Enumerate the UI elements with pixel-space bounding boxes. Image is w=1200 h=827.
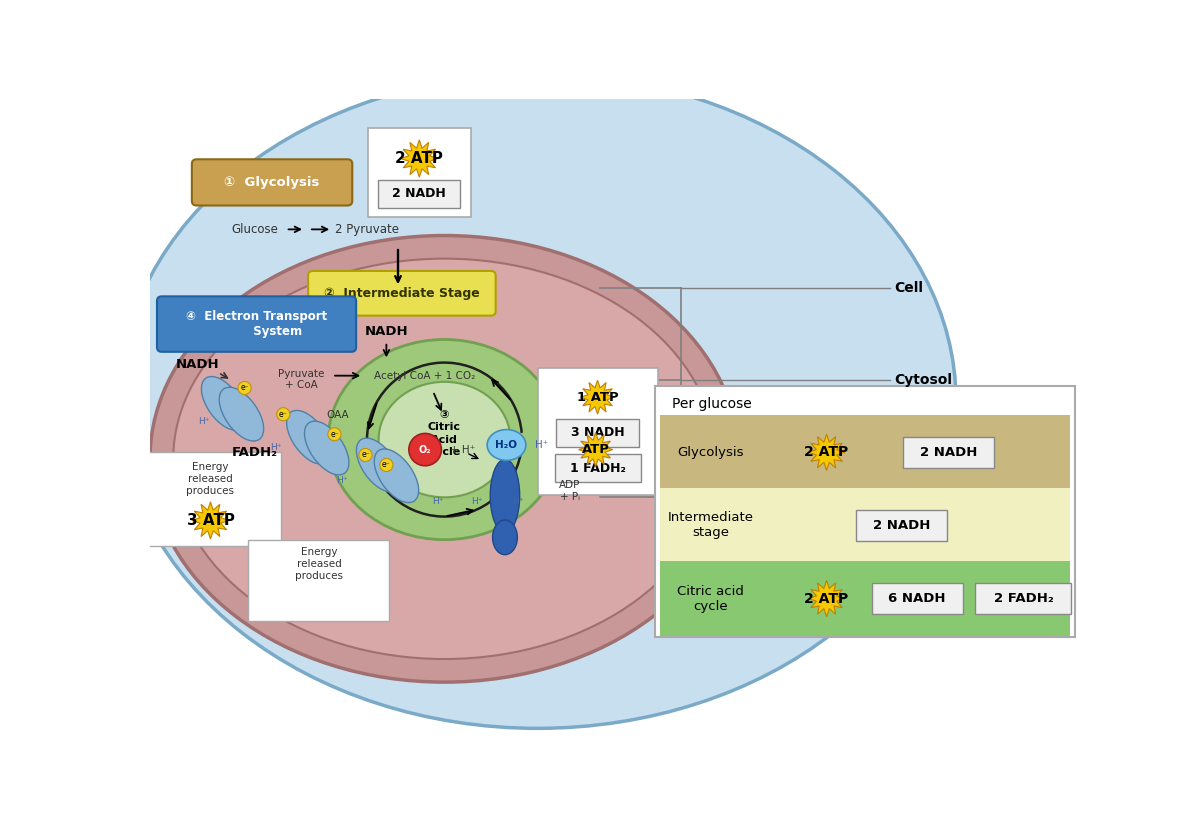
Ellipse shape [305,421,349,475]
Polygon shape [401,140,438,177]
Text: 1 FADH₂: 1 FADH₂ [570,461,625,475]
Ellipse shape [277,408,290,421]
Text: Per glucose: Per glucose [672,397,751,411]
Text: H⁺: H⁺ [270,442,281,452]
Text: 2 FADH₂: 2 FADH₂ [994,592,1054,605]
Ellipse shape [379,458,392,471]
FancyBboxPatch shape [902,437,994,468]
Ellipse shape [119,74,956,729]
Text: + H⁺: + H⁺ [450,445,475,455]
Text: H⁺: H⁺ [432,497,444,505]
Text: OAA: OAA [326,410,349,420]
Text: 2 Pyruvate: 2 Pyruvate [335,222,398,236]
Ellipse shape [359,448,372,461]
Text: e⁻: e⁻ [240,384,248,393]
FancyBboxPatch shape [367,127,470,217]
Ellipse shape [238,381,251,394]
Text: e⁻: e⁻ [278,409,288,418]
FancyBboxPatch shape [554,454,641,482]
FancyBboxPatch shape [308,271,496,316]
Text: H⁺: H⁺ [336,476,348,485]
Text: Energy
released
produces: Energy released produces [186,461,234,496]
Text: NADH: NADH [365,324,408,337]
Text: 2 ATP: 2 ATP [804,591,848,605]
Ellipse shape [220,387,264,441]
Ellipse shape [356,438,401,492]
Text: H₂O: H₂O [496,440,517,450]
Text: ④  Electron Transport
          System: ④ Electron Transport System [186,310,328,338]
Text: H⁺: H⁺ [472,497,482,505]
FancyBboxPatch shape [660,562,1070,636]
FancyBboxPatch shape [654,386,1075,638]
FancyBboxPatch shape [660,415,1070,490]
Polygon shape [809,434,845,471]
Ellipse shape [492,520,517,555]
FancyBboxPatch shape [976,583,1072,614]
Text: ②  Intermediate Stage: ② Intermediate Stage [324,287,480,299]
Ellipse shape [202,376,246,430]
Ellipse shape [379,382,510,497]
Text: Pyruvate
+ CoA: Pyruvate + CoA [278,369,324,390]
Ellipse shape [491,459,520,533]
Polygon shape [578,433,613,466]
Text: 2 ATP: 2 ATP [804,445,848,459]
Text: 2 NADH: 2 NADH [874,519,930,532]
FancyBboxPatch shape [538,368,658,495]
Ellipse shape [487,429,526,461]
Text: Acetyl CoA + 1 CO₂: Acetyl CoA + 1 CO₂ [374,370,475,380]
Text: 3 ATP: 3 ATP [186,513,234,528]
Ellipse shape [374,449,419,503]
Text: 2 ATP: 2 ATP [395,151,443,166]
Text: Cell: Cell [894,281,923,295]
Ellipse shape [150,236,739,682]
Ellipse shape [287,410,331,464]
Text: Energy
released
produces: Energy released produces [295,547,343,581]
Text: 1 ATP: 1 ATP [577,390,618,404]
Text: Glucose: Glucose [232,222,278,236]
Polygon shape [192,502,229,539]
FancyBboxPatch shape [557,418,638,447]
Polygon shape [581,380,614,414]
Text: 2 CO₂: 2 CO₂ [540,413,569,423]
Text: 6 NADH: 6 NADH [888,592,946,605]
Text: 3 NADH: 3 NADH [571,426,624,439]
Text: 2x/original glucose: 2x/original glucose [894,491,1013,504]
Text: H⁺: H⁺ [535,440,548,450]
Text: e⁻: e⁻ [382,461,391,470]
Text: Intermediate
stage: Intermediate stage [667,511,754,539]
Text: e⁻: e⁻ [361,451,370,460]
FancyBboxPatch shape [157,296,356,351]
Ellipse shape [409,433,442,466]
Text: ATP: ATP [582,443,610,456]
Text: e⁻: e⁻ [330,430,338,438]
FancyBboxPatch shape [192,160,353,205]
Polygon shape [809,581,845,617]
Text: H⁺: H⁺ [198,418,210,427]
Text: ①  Glycolysis: ① Glycolysis [224,176,319,189]
FancyBboxPatch shape [660,488,1070,563]
Text: NADH: NADH [176,358,220,371]
FancyBboxPatch shape [856,510,948,541]
Ellipse shape [173,259,715,659]
Text: Cytosol: Cytosol [894,373,952,387]
Text: Mitochondrion: Mitochondrion [894,438,1007,452]
Text: O₂: O₂ [419,445,431,455]
FancyBboxPatch shape [248,540,390,620]
FancyBboxPatch shape [871,583,962,614]
Text: 2 NADH: 2 NADH [919,446,977,459]
Text: ADP
+ Pᵢ: ADP + Pᵢ [559,480,581,502]
Text: Citric acid
cycle: Citric acid cycle [677,585,744,613]
Text: Glycolysis: Glycolysis [677,446,744,459]
Text: H⁺: H⁺ [512,497,524,505]
FancyBboxPatch shape [378,180,461,208]
FancyBboxPatch shape [140,452,281,546]
Ellipse shape [328,428,341,441]
Ellipse shape [329,339,560,540]
Text: 2 NADH: 2 NADH [392,188,446,200]
Text: ③
Citric
Acid
Cycle: ③ Citric Acid Cycle [428,410,461,457]
Text: FADH₂: FADH₂ [232,447,277,459]
